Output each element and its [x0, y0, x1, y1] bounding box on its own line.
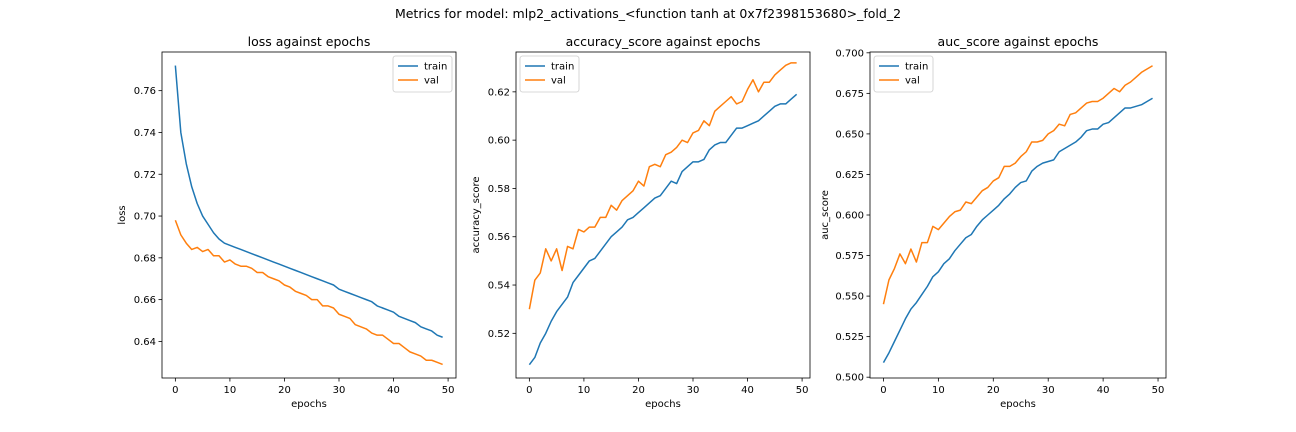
legend-label-train: train: [551, 62, 574, 73]
y-tick-label: 0.64: [134, 337, 156, 348]
legend: train val: [873, 55, 934, 93]
y-tick-label: 0.675: [835, 89, 864, 100]
y-tick-label: 0.68: [134, 253, 156, 264]
legend-label-train: train: [905, 62, 928, 73]
x-tick-label: 40: [741, 385, 754, 396]
chart-3: auc_score against epochs 0 10 20 30 40 50 0.500…: [820, 34, 1167, 410]
x-tick-label: 50: [796, 385, 809, 396]
y-tick-label: 0.54: [488, 281, 510, 292]
x-tick-label: 10: [932, 385, 945, 396]
plot-frame: [515, 51, 811, 379]
legend-box: [519, 55, 580, 93]
series-line-train: [882, 97, 1153, 363]
x-tick-label: 40: [1097, 385, 1110, 396]
x-tick-label: 30: [687, 385, 700, 396]
y-tick-label: 0.76: [134, 86, 156, 97]
plot-frame: [161, 51, 457, 379]
x-tick-label: 30: [1042, 385, 1055, 396]
x-axis-label: epochs: [645, 399, 681, 410]
x-tick-label: 0: [172, 385, 178, 396]
y-tick-label: 0.74: [134, 128, 156, 139]
series-line-val: [882, 65, 1153, 305]
x-tick-label: 20: [987, 385, 1000, 396]
legend-label-val: val: [424, 76, 439, 87]
legend-box: [873, 55, 934, 93]
x-tick-label: 0: [880, 385, 886, 396]
y-tick-label: 0.600: [835, 211, 864, 222]
y-tick-label: 0.70: [134, 212, 156, 223]
x-tick-label: 50: [442, 385, 455, 396]
y-tick-label: 0.72: [134, 170, 156, 181]
legend: train val: [519, 55, 580, 93]
legend-label-val: val: [905, 76, 920, 87]
x-tick-label: 20: [632, 385, 645, 396]
y-tick-label: 0.52: [488, 329, 510, 340]
chart-title: loss against epochs: [248, 34, 371, 49]
chart-title: auc_score against epochs: [938, 34, 1099, 49]
series-line-train: [174, 65, 443, 338]
x-tick-label: 20: [278, 385, 291, 396]
x-axis-label: epochs: [1000, 399, 1036, 410]
legend: train val: [392, 55, 453, 93]
y-tick-label: 0.500: [835, 373, 864, 384]
y-axis-label: accuracy_score: [471, 177, 482, 254]
y-axis-label: auc_score: [820, 190, 831, 240]
y-tick-label: 0.625: [835, 170, 864, 181]
series-line-val: [528, 62, 797, 310]
y-tick-label: 0.62: [488, 87, 510, 98]
y-tick-label: 0.525: [835, 332, 864, 343]
plot-frame: [869, 51, 1167, 379]
y-tick-label: 0.550: [835, 292, 864, 303]
x-tick-label: 0: [526, 385, 532, 396]
y-tick-label: 0.66: [134, 295, 156, 306]
figure-suptitle: Metrics for model: mlp2_activations_<fun…: [394, 6, 902, 21]
x-axis-label: epochs: [291, 399, 327, 410]
x-tick-label: 10: [578, 385, 591, 396]
y-axis-label: loss: [117, 205, 128, 224]
x-tick-label: 40: [387, 385, 400, 396]
series-line-train: [528, 93, 798, 366]
x-tick-label: 10: [224, 385, 237, 396]
legend-label-train: train: [424, 62, 447, 73]
y-tick-label: 0.60: [488, 136, 510, 147]
charts-group: loss against epochs 0 10 20 30 40 50 0.64 0.66 0.…: [117, 34, 1167, 410]
series-line-val: [174, 219, 443, 366]
x-tick-label: 30: [333, 385, 346, 396]
legend-box: [392, 55, 453, 93]
y-tick-label: 0.650: [835, 129, 864, 140]
chart-1: loss against epochs 0 10 20 30 40 50 0.64 0.66 0.…: [117, 34, 457, 410]
x-tick-label: 50: [1152, 385, 1165, 396]
legend-label-val: val: [551, 76, 566, 87]
y-tick-label: 0.58: [488, 184, 510, 195]
y-tick-label: 0.56: [488, 232, 510, 243]
chart-2: accuracy_score against epochs 0 10 20 30 40 50…: [471, 34, 811, 410]
chart-title: accuracy_score against epochs: [566, 34, 761, 49]
y-tick-label: 0.700: [835, 48, 864, 59]
y-tick-label: 0.575: [835, 251, 864, 262]
